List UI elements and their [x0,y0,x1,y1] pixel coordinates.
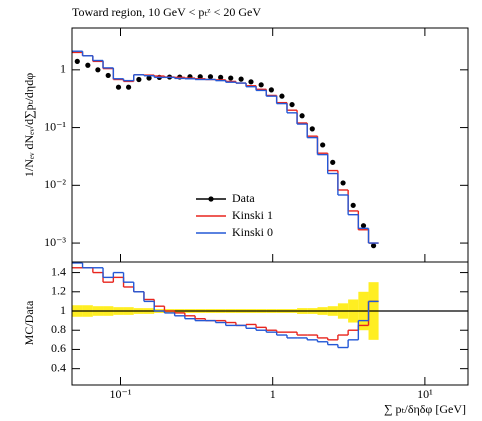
x-axis-label: ∑ pₜ/δηδφ [GeV] [384,402,466,416]
data-point [248,79,254,85]
data-point [370,243,377,249]
data-point [74,58,80,64]
data-point [136,76,142,83]
y-tick-label: 0.8 [51,322,66,336]
data-point [289,101,295,108]
data-point [207,74,214,80]
data-point [238,76,244,82]
y-tick-label: 0.6 [51,341,66,355]
data-point [95,67,101,73]
legend-label: Data [232,191,255,205]
x-tick-label: 1 [270,387,276,401]
legend-label: Kinski 1 [232,208,273,222]
data-point [360,223,367,229]
data-point [105,72,111,79]
data-point [115,84,122,90]
data-point [340,180,346,186]
ratio-y-axis-label: MC/Data [22,300,36,345]
data-point [299,113,305,119]
legend-marker [208,196,214,202]
y-tick-label: 10⁻³ [44,235,66,249]
y-axis-label: 1/Nₑᵥ dNₑᵥ/d∑pₜ/dηdφ [22,73,36,177]
y-tick-label: 1 [60,303,66,317]
y-tick-label: 0.4 [51,360,66,374]
chart-title: Toward region, 10 GeV < pₜᶻ < 20 GeV [72,5,261,19]
y-tick-label: 10⁻¹ [44,119,66,133]
y-tick-label: 1.4 [51,264,66,278]
data-point [258,82,264,88]
data-point [146,75,152,81]
data-point [320,142,326,148]
legend-label: Kinski 0 [232,225,273,239]
x-tick-label: 10¹ [417,387,433,401]
data-point [309,126,315,132]
y-tick-label: 1.2 [51,284,66,298]
data-point [350,202,356,208]
data-point [85,62,91,68]
y-tick-label: 1 [60,62,66,76]
data-point [268,87,274,93]
data-point [330,159,336,165]
data-point [197,74,203,80]
data-point [125,84,132,90]
x-tick-label: 10⁻¹ [110,387,132,401]
data-point [279,93,285,99]
ratio-frame [71,261,469,386]
y-tick-label: 10⁻² [44,177,66,191]
data-point [228,75,234,81]
data-point [218,74,224,80]
